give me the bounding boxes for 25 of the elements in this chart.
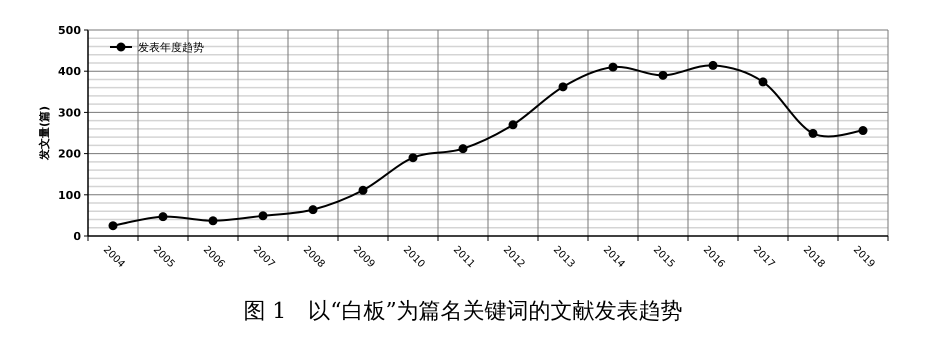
point <box>158 212 168 222</box>
point <box>258 211 268 220</box>
legend-label: 发表年度趋势 <box>138 41 204 54</box>
point <box>858 126 868 136</box>
point <box>308 205 318 214</box>
point <box>808 128 818 138</box>
point <box>458 144 468 154</box>
y-axis-title: 发文量(篇) <box>38 106 51 162</box>
y-tick-label: 300 <box>58 106 82 120</box>
point <box>108 221 118 230</box>
y-tick-label: 500 <box>58 24 82 37</box>
point <box>408 153 418 162</box>
y-tick-label: 200 <box>58 148 82 161</box>
point <box>608 62 618 72</box>
text: 图 1 以“白板”为篇名关键词的文献发表趋势 <box>243 299 683 324</box>
point <box>658 70 668 80</box>
point <box>758 77 768 86</box>
point <box>558 82 568 92</box>
point <box>708 60 718 70</box>
point <box>208 216 218 226</box>
point <box>358 186 368 195</box>
point <box>508 120 518 130</box>
y-tick-label: 0 <box>73 230 82 243</box>
y-tick-label: 100 <box>58 188 82 202</box>
y-tick-label: 400 <box>58 65 82 78</box>
